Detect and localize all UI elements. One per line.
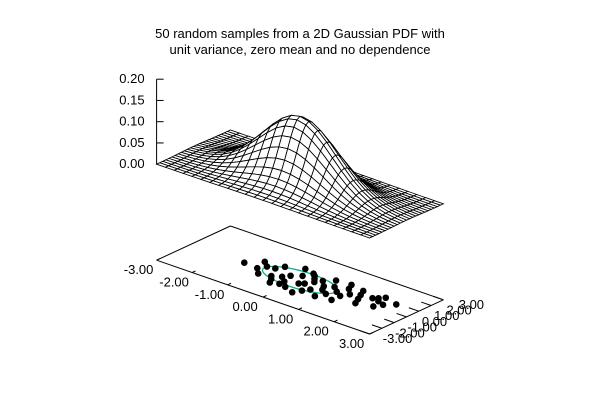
sample-point: [348, 281, 355, 289]
sample-point: [276, 280, 283, 288]
sample-point: [352, 299, 359, 307]
gaussian-surface: [155, 114, 445, 239]
base-edge-back-y: [156, 225, 231, 261]
z-axis: 0.20 0.15 0.10 0.05 0.00: [119, 71, 164, 171]
surface-cell: [359, 233, 374, 239]
sample-point: [287, 272, 294, 280]
z-tick-label: 0.15: [119, 92, 144, 107]
sample-point: [311, 292, 319, 300]
sample-point: [301, 280, 308, 287]
sample-point: [359, 287, 367, 295]
sample-point: [319, 277, 327, 285]
y-tick-label: -2.00: [395, 325, 425, 340]
sample-point: [336, 292, 344, 300]
x-tick-mark: [369, 331, 374, 335]
sample-point: [370, 303, 377, 310]
z-tick-label: 0.20: [119, 71, 144, 86]
sample-point: [299, 272, 306, 280]
y-tick-mark: [384, 318, 395, 324]
y-tick-mark: [408, 307, 419, 312]
y-tick-mark: [359, 330, 370, 335]
sample-point: [328, 296, 335, 304]
x-tick-label: 0.00: [232, 299, 257, 314]
sample-point: [369, 294, 376, 302]
sample-point: [392, 301, 400, 308]
sample-point: [281, 283, 289, 291]
base-edge-back-x: [230, 225, 444, 301]
x-tick-label: -1.00: [195, 287, 225, 302]
sample-point: [320, 282, 328, 290]
x-tick-mark: [333, 319, 338, 323]
x-tick-mark: [191, 270, 196, 273]
sample-point: [261, 258, 269, 266]
x-tick-mark: [298, 307, 303, 310]
sample-point: [253, 264, 261, 272]
y-tick-label: -3.00: [383, 331, 413, 346]
y-tick-label: 3.00: [459, 297, 484, 312]
sample-point: [271, 265, 279, 272]
x-tick-label: 2.00: [303, 324, 328, 339]
z-tick-label: 0.05: [119, 135, 144, 150]
y-tick-mark: [420, 301, 432, 306]
sample-point: [267, 275, 275, 283]
z-tick-label: 0.10: [119, 114, 144, 129]
sample-point: [311, 272, 318, 280]
sample-point: [346, 290, 354, 298]
x-tick-label: 1.00: [268, 311, 293, 326]
sample-point: [288, 288, 296, 296]
sample-point: [382, 294, 390, 302]
y-tick-mark: [433, 295, 444, 301]
sample-point: [379, 301, 387, 309]
sample-point: [322, 290, 330, 298]
x-tick-label: -2.00: [159, 275, 189, 290]
sample-point: [298, 287, 306, 294]
x-tick-mark: [227, 282, 232, 286]
sample-point: [240, 259, 248, 266]
z-tick-label: 0.00: [119, 156, 144, 171]
sample-point: [280, 278, 288, 285]
x-tick-mark: [156, 258, 161, 261]
sample-point: [332, 277, 340, 284]
chart-title-line-2: unit variance, zero mean and no dependen…: [170, 42, 431, 57]
sample-point: [254, 270, 262, 277]
sample-points: [240, 258, 400, 310]
sample-point: [281, 263, 289, 271]
sample-point: [375, 294, 382, 302]
y-tick-label: 1.00: [434, 308, 459, 323]
x-tick-label: 3.00: [339, 336, 364, 351]
chart-title-line-1: 50 random samples from a 2D Gaussian PDF…: [155, 26, 445, 41]
y-tick-label: 0.00: [422, 314, 447, 329]
y-tick-label: -1.00: [407, 320, 437, 335]
y-tick-mark: [396, 312, 407, 318]
y-tick-label: 2.00: [446, 303, 471, 318]
y-tick-mark: [371, 324, 383, 329]
base-plane: [156, 225, 444, 335]
x-tick-label: -3.00: [124, 262, 154, 277]
axis-ticks: -3.00-2.00-1.000.001.002.003.00 -3.00-2.0…: [124, 258, 484, 351]
sample-point: [302, 265, 309, 273]
sample-point: [295, 280, 302, 287]
sample-point: [307, 286, 314, 293]
x-tick-mark: [262, 295, 267, 298]
